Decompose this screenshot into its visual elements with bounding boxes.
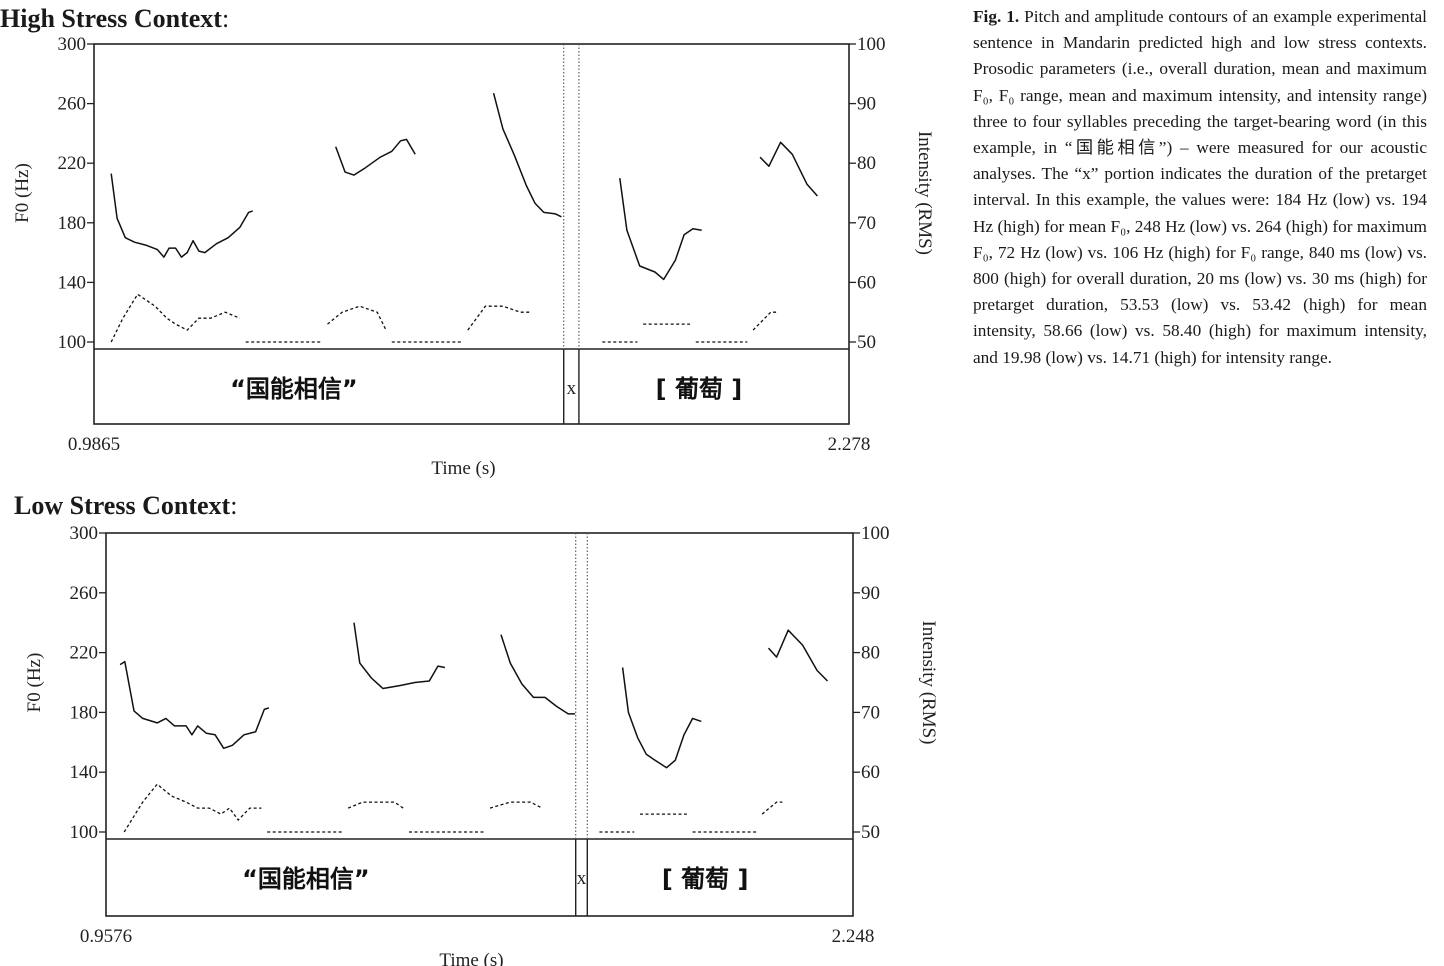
y2-axis-title: Intensity (RMS) (918, 620, 939, 744)
f0-contour-segment (759, 141, 818, 197)
y2-tick-label: 60 (861, 762, 880, 783)
y-tick-label: 100 (58, 332, 87, 353)
intensity-contour-segment (752, 311, 777, 331)
x-axis-title: Time (s) (431, 458, 495, 479)
f0-contour-segment (492, 93, 562, 218)
y2-tick-label: 50 (861, 822, 880, 843)
interval-label-pretarget: “国能相信” (242, 865, 370, 893)
y2-tick-label: 60 (857, 272, 876, 293)
panel-heading: Low Stress Context: (14, 491, 237, 521)
y-tick-label: 260 (58, 94, 87, 115)
figure-caption: Fig. 1. Pitch and amplitude contours of … (973, 4, 1427, 371)
intensity-contour-segment (489, 801, 543, 809)
y-tick-label: 140 (70, 762, 99, 783)
y-tick-label: 260 (70, 583, 99, 604)
f0-contour-segment (500, 634, 576, 715)
interval-label-target: [ 葡萄 ] (662, 865, 749, 893)
y2-tick-label: 100 (861, 523, 890, 544)
y-tick-label: 140 (58, 272, 87, 293)
y2-tick-label: 100 (857, 34, 886, 55)
y2-axis-title: Intensity (RMS) (914, 131, 935, 255)
y-tick-label: 220 (58, 153, 87, 174)
x-axis-title: Time (s) (439, 950, 503, 966)
interval-label-x: x (567, 378, 577, 399)
y-tick-label: 180 (70, 702, 99, 723)
y-tick-label: 300 (58, 34, 87, 55)
y2-tick-label: 70 (861, 702, 880, 723)
y-axis-title: F0 (Hz) (12, 163, 33, 223)
pitch-intensity-chart: 100 140 180 220 260 300 50 60 70 80 90 100 F0 (Hz) In… (12, 34, 935, 479)
panel-heading-text: Low Stress Context (14, 491, 231, 520)
x-tick-label: 2.248 (832, 926, 875, 947)
interval-label-target: [ 葡萄 ] (656, 375, 743, 403)
x-tick-label: 2.278 (828, 434, 871, 455)
panel-heading-text: High Stress Context (0, 4, 222, 33)
f0-contour-segment (353, 622, 446, 690)
plot-frame (93, 43, 850, 425)
caption-label: Fig. 1. (973, 7, 1020, 26)
y-axis-title: F0 (Hz) (24, 653, 45, 713)
x-tick-label: 0.9865 (68, 434, 120, 455)
y2-tick-label: 90 (861, 583, 880, 604)
intensity-contour-segment (467, 305, 530, 331)
f0-contour-segment (619, 177, 702, 281)
y-tick-label: 100 (70, 822, 99, 843)
interval-label-pretarget: “国能相信” (230, 375, 358, 403)
panel-heading: High Stress Context: (0, 4, 229, 34)
y-tick-label: 220 (70, 643, 99, 664)
intensity-contour-segment (761, 801, 783, 815)
x-tick-label: 0.9576 (80, 926, 132, 947)
f0-contour-segment (334, 138, 416, 176)
y2-tick-label: 50 (857, 332, 876, 353)
f0-contour-segment (621, 667, 702, 769)
panel-heading-colon: : (230, 491, 238, 520)
plot-frame (105, 532, 854, 917)
y-tick-label: 180 (58, 213, 87, 234)
y2-tick-label: 80 (861, 643, 880, 664)
pitch-intensity-chart: 100 140 180 220 260 300 50 60 70 80 90 100 F0 (Hz) In… (24, 523, 939, 966)
f0-contour-segment (110, 173, 253, 258)
f0-contour-segment (119, 660, 270, 750)
y2-tick-label: 70 (857, 213, 876, 234)
f0-contour-segment (767, 629, 829, 682)
intensity-contour-segment (347, 801, 404, 809)
interval-label-x: x (577, 868, 587, 889)
y-tick-label: 300 (70, 523, 99, 544)
caption-text: Pitch and amplitude contours of an examp… (973, 7, 1427, 367)
intensity-contour-segment (110, 293, 241, 343)
intensity-contour-segment (123, 783, 262, 833)
panel-heading-colon: : (221, 4, 230, 33)
intensity-contour-segment (327, 305, 387, 331)
y2-tick-label: 80 (857, 153, 876, 174)
y2-tick-label: 90 (857, 94, 876, 115)
